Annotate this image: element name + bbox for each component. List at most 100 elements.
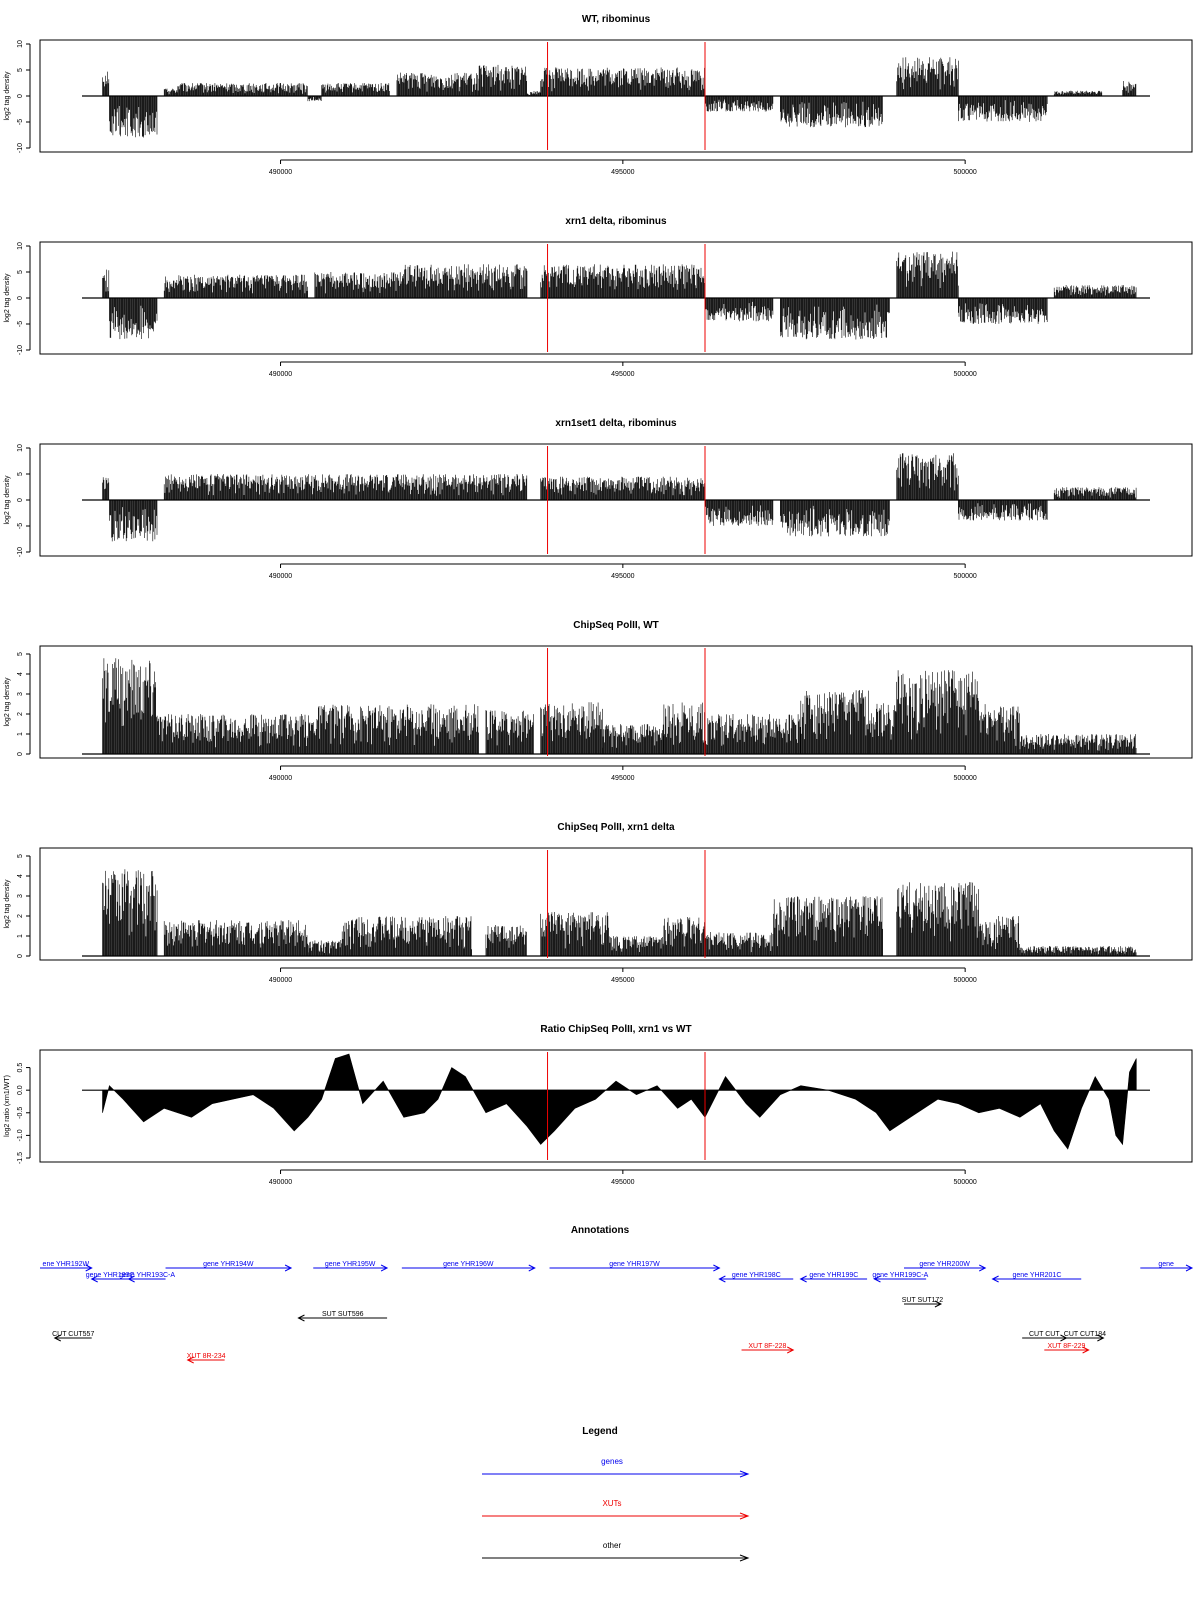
- ratio-area: [102, 1053, 1137, 1150]
- x-tick-label: 490000: [269, 371, 292, 378]
- feature-label: gene YHR193C: [86, 1272, 135, 1279]
- signal-segment: [704, 500, 774, 526]
- feature-label: gene YHR197W: [609, 1261, 660, 1268]
- signal-segment: [341, 916, 472, 956]
- signal-bars: [163, 274, 308, 298]
- x-tick-label: 500000: [953, 169, 976, 176]
- legend-label: XUTs: [602, 1499, 621, 1508]
- y-tick-label: 4: [17, 672, 24, 676]
- y-axis-label: log2 ratio (xrn1/WT): [4, 1075, 11, 1137]
- annotation-g199ca: gene YHR199C-A: [872, 1272, 929, 1283]
- feature-label: gene YHR198C: [732, 1272, 781, 1279]
- y-tick-label: 10: [17, 242, 24, 250]
- y-axis-label: log2 tag density: [4, 71, 11, 121]
- annotation-g193ca: gene YHR193C-A: [119, 1272, 175, 1283]
- signal-bars: [896, 57, 959, 96]
- signal-bars: [102, 869, 158, 956]
- signal-bars: [485, 710, 534, 754]
- track-panel-2: xrn1 delta, ribominus -10 -5 0 5 10 log2 tag d…: [4, 216, 1193, 378]
- signal-segment: [704, 298, 774, 322]
- arrowhead: [127, 1275, 135, 1283]
- annotation-sut596: SUT SUT596: [297, 1311, 388, 1322]
- signal-bars: [978, 704, 1020, 754]
- feature-label: ene YHR192W: [43, 1261, 90, 1268]
- annotation-cutcut: CUT CUT: [1022, 1331, 1068, 1342]
- y-axis-label: log2 tag density: [4, 879, 11, 929]
- arrowhead: [713, 1264, 721, 1272]
- annotation-g192: ene YHR192W: [40, 1261, 93, 1272]
- annotation-sut172: SUT SUT172: [902, 1297, 943, 1308]
- y-axis-label: log2 tag density: [4, 677, 11, 727]
- feature-label: XUT 8R-234: [187, 1353, 226, 1360]
- signal-bars: [1053, 90, 1103, 96]
- feature-label: XUT 8F-229: [1047, 1343, 1085, 1350]
- signal-bars: [102, 658, 158, 754]
- y-tick-label: 0.5: [17, 1063, 24, 1073]
- track-panel-5: ChipSeq PolII, xrn1 delta 0 1 2 3 4 5 log2 tag …: [4, 822, 1193, 984]
- y-axis-label: log2 tag density: [4, 475, 11, 525]
- signal-segment: [896, 670, 979, 754]
- annotation-g199: gene YHR199C: [799, 1272, 868, 1283]
- y-tick-label: -0.5: [17, 1107, 24, 1119]
- arrowhead: [1060, 1334, 1068, 1342]
- annotation-g197: gene YHR197W: [549, 1261, 721, 1272]
- y-tick-label: -10: [17, 547, 24, 557]
- signal-segment: [958, 96, 1048, 122]
- track-panel-6: Ratio ChipSeq PolII, xrn1 vs WT -1.5 -1.0 -…: [4, 1024, 1193, 1186]
- y-tick-label: -5: [17, 119, 24, 125]
- signal-segment: [307, 96, 322, 102]
- y-tick-label: 0: [17, 752, 24, 756]
- y-tick-label: 5: [17, 68, 24, 72]
- signal-segment: [314, 272, 404, 298]
- y-tick-label: -1.0: [17, 1129, 24, 1141]
- arrowhead: [297, 1314, 305, 1322]
- arrowhead: [528, 1264, 536, 1272]
- signal-segment: [478, 64, 527, 96]
- signal-bars: [396, 72, 480, 96]
- plot-frame: [39, 847, 1193, 961]
- signal-bars: [177, 83, 308, 96]
- data-series: [102, 869, 1137, 956]
- signal-segment: [1019, 734, 1137, 754]
- signal-segment: [321, 83, 390, 96]
- signal-bars: [958, 96, 1048, 122]
- plot-frame: [39, 39, 1193, 153]
- feature-label: gene YHR194W: [203, 1261, 254, 1268]
- signal-bars: [526, 91, 541, 96]
- legend-item-genes: genes: [482, 1457, 750, 1478]
- legend-title: Legend: [582, 1426, 618, 1437]
- signal-segment: [157, 714, 315, 754]
- y-tick-label: 5: [17, 854, 24, 858]
- signal-bars: [663, 917, 705, 956]
- signal-segment: [780, 298, 890, 340]
- plot-frame: [39, 1049, 1193, 1163]
- panel-title: Ratio ChipSeq PolII, xrn1 vs WT: [540, 1024, 691, 1035]
- signal-bars: [163, 88, 178, 96]
- signal-segment: [307, 940, 342, 956]
- signal-bars: [704, 298, 774, 322]
- x-tick-label: 495000: [611, 775, 634, 782]
- signal-segment: [177, 83, 308, 96]
- signal-bars: [540, 67, 705, 96]
- plot-frame: [39, 241, 1193, 355]
- signal-segment: [1053, 487, 1137, 500]
- y-tick-label: 10: [17, 40, 24, 48]
- annotation-gend: gene: [1140, 1261, 1194, 1272]
- signal-segment: [608, 936, 665, 956]
- legend-label: other: [603, 1541, 622, 1550]
- x-tick-label: 500000: [953, 1179, 976, 1186]
- feature-label: gene YHR199C-A: [872, 1272, 928, 1279]
- signal-bars: [314, 272, 404, 298]
- arrowhead: [718, 1275, 726, 1283]
- signal-bars: [1053, 285, 1137, 298]
- signal-segment: [773, 896, 883, 956]
- legend-arrowhead: [739, 1554, 750, 1562]
- signal-segment: [704, 714, 801, 754]
- arrowhead: [991, 1275, 999, 1283]
- legend: Legend genes XUTs other: [482, 1426, 750, 1562]
- signal-segment: [1053, 90, 1103, 96]
- legend-item-xuts: XUTs: [482, 1499, 750, 1520]
